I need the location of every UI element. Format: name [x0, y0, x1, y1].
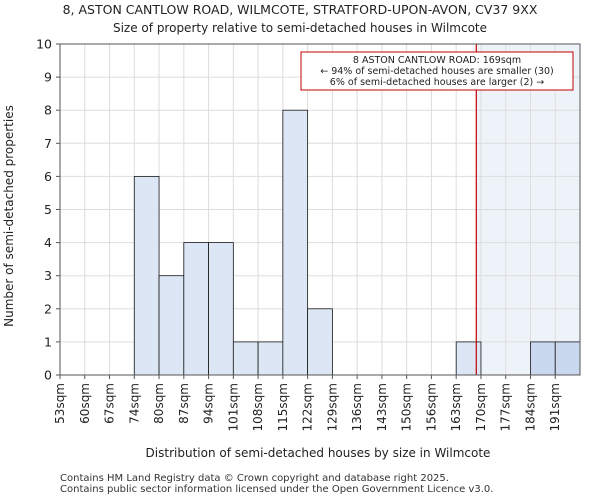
bar-163sqm — [455, 341, 482, 376]
chart: 8, ASTON CANTLOW ROAD, WILMCOTE, STRATFO… — [2, 2, 581, 460]
bar-87sqm — [183, 242, 209, 376]
x-axis-label: Distribution of semi-detached houses by … — [146, 446, 491, 460]
y-tick-label: 6 — [44, 169, 52, 184]
y-tick-label: 10 — [36, 37, 52, 52]
bar-80sqm — [158, 275, 185, 376]
footer-copyright: Contains HM Land Registry data © Crown c… — [60, 473, 449, 484]
chart-subtitle: Size of property relative to semi-detach… — [113, 21, 487, 35]
x-tick-label: 94sqm — [202, 383, 216, 424]
x-tick-label: 184sqm — [523, 383, 537, 431]
bar-108sqm — [257, 341, 284, 376]
x-tick-label: 53sqm — [53, 383, 67, 424]
annotation-line-3: 6% of semi-detached houses are larger (2… — [330, 77, 544, 88]
y-tick-label: 3 — [44, 268, 52, 283]
x-tick-label: 74sqm — [127, 383, 141, 424]
x-tick-label: 108sqm — [251, 383, 265, 431]
x-tick-label: 163sqm — [449, 383, 463, 431]
bar-122sqm — [307, 308, 333, 376]
y-axis-label: Number of semi-detached properties — [2, 105, 16, 327]
y-tick-label: 2 — [44, 301, 52, 316]
bar-101sqm — [232, 341, 259, 376]
annotation-line-1: 8 ASTON CANTLOW ROAD: 169sqm — [353, 55, 521, 66]
chart-title: 8, ASTON CANTLOW ROAD, WILMCOTE, STRATFO… — [63, 2, 538, 17]
x-tick-label: 143sqm — [375, 383, 389, 431]
bars — [133, 109, 581, 376]
bar-94sqm — [208, 242, 234, 376]
x-tick-label: 136sqm — [350, 383, 364, 431]
bar-184sqm — [530, 341, 556, 376]
annotation-frame — [300, 51, 574, 91]
x-tick-label: 122sqm — [301, 383, 315, 431]
y-tick-label: 4 — [44, 235, 52, 250]
x-tick-label: 177sqm — [499, 383, 513, 431]
bar-115sqm — [282, 109, 309, 376]
annotation-line-2: ← 94% of semi-detached houses are smalle… — [320, 66, 554, 77]
y-tick-label: 0 — [44, 368, 52, 383]
x-tick-label: 129sqm — [325, 383, 339, 431]
x-tick-label: 115sqm — [276, 383, 290, 431]
y-tick-label: 5 — [44, 202, 52, 217]
x-tick-labels: 53sqm 60sqm 67sqm 74sqm 80sqm 87sqm 94sqm 101sq… — [53, 375, 562, 431]
x-tick-label: 67sqm — [103, 383, 117, 424]
y-tick-label: 7 — [44, 136, 52, 151]
y-tick-label: 1 — [44, 334, 52, 349]
annotation-box: 8 ASTON CANTLOW ROAD: 169sqm ← 94% of se… — [300, 51, 574, 91]
x-tick-label: 60sqm — [78, 383, 92, 424]
y-tick-label: 9 — [44, 70, 52, 85]
y-tick-labels: 0 1 2 3 4 5 6 7 8 9 10 — [36, 37, 60, 383]
x-tick-label: 150sqm — [400, 383, 414, 431]
x-tick-label: 101sqm — [226, 383, 240, 431]
bar-191sqm — [554, 341, 581, 376]
x-tick-label: 191sqm — [548, 383, 562, 431]
y-tick-label: 8 — [44, 103, 52, 118]
footer-licence: Contains public sector information licen… — [60, 484, 494, 495]
x-tick-label: 87sqm — [177, 383, 191, 424]
bar-74sqm — [133, 175, 160, 376]
x-tick-label: 156sqm — [424, 383, 438, 431]
x-tick-label: 80sqm — [152, 383, 166, 424]
x-tick-label: 170sqm — [474, 383, 488, 431]
